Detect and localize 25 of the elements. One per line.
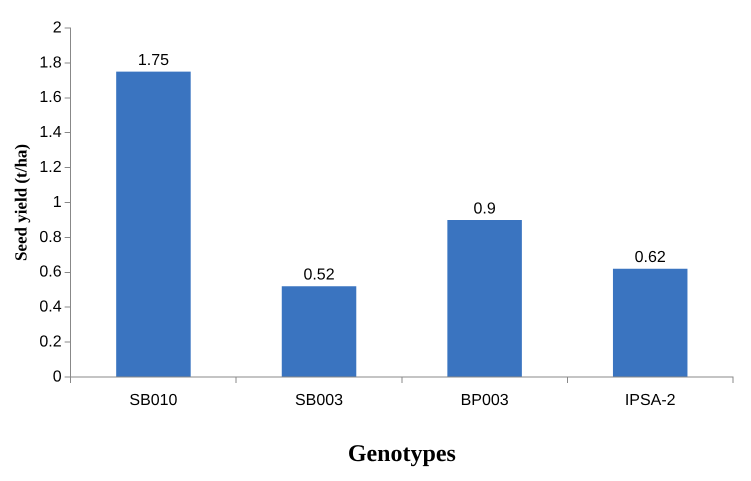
data-label: 0.9 xyxy=(473,200,496,218)
y-tick-label: 2 xyxy=(52,19,62,36)
bar xyxy=(116,72,191,376)
x-tick-label: BP003 xyxy=(460,392,509,410)
data-label: 1.75 xyxy=(138,52,170,70)
y-axis-title: Seed yield (t/ha) xyxy=(12,144,31,262)
data-label: 0.52 xyxy=(303,266,335,284)
x-axis-title: Genotypes xyxy=(348,440,456,467)
y-tick-label: 0 xyxy=(52,368,62,386)
y-tick-label: 0.4 xyxy=(39,298,62,316)
x-tick-label: SB010 xyxy=(129,392,178,410)
y-tick-label: 1 xyxy=(52,194,62,211)
y-tick-label: 1.8 xyxy=(39,54,62,72)
x-tick-label: IPSA-2 xyxy=(624,392,676,410)
bar xyxy=(612,268,688,376)
bar xyxy=(282,286,356,376)
bar xyxy=(447,220,522,376)
y-tick-label: 0.8 xyxy=(39,228,62,246)
x-tick-label: SB003 xyxy=(295,392,344,410)
y-tick-label: 1.6 xyxy=(39,89,62,106)
y-tick-label: 0.6 xyxy=(39,264,62,281)
data-label: 0.62 xyxy=(634,249,666,266)
y-tick-label: 1.2 xyxy=(39,159,62,176)
y-tick-label: 1.4 xyxy=(39,124,62,142)
y-tick-label: 0.2 xyxy=(39,334,62,351)
